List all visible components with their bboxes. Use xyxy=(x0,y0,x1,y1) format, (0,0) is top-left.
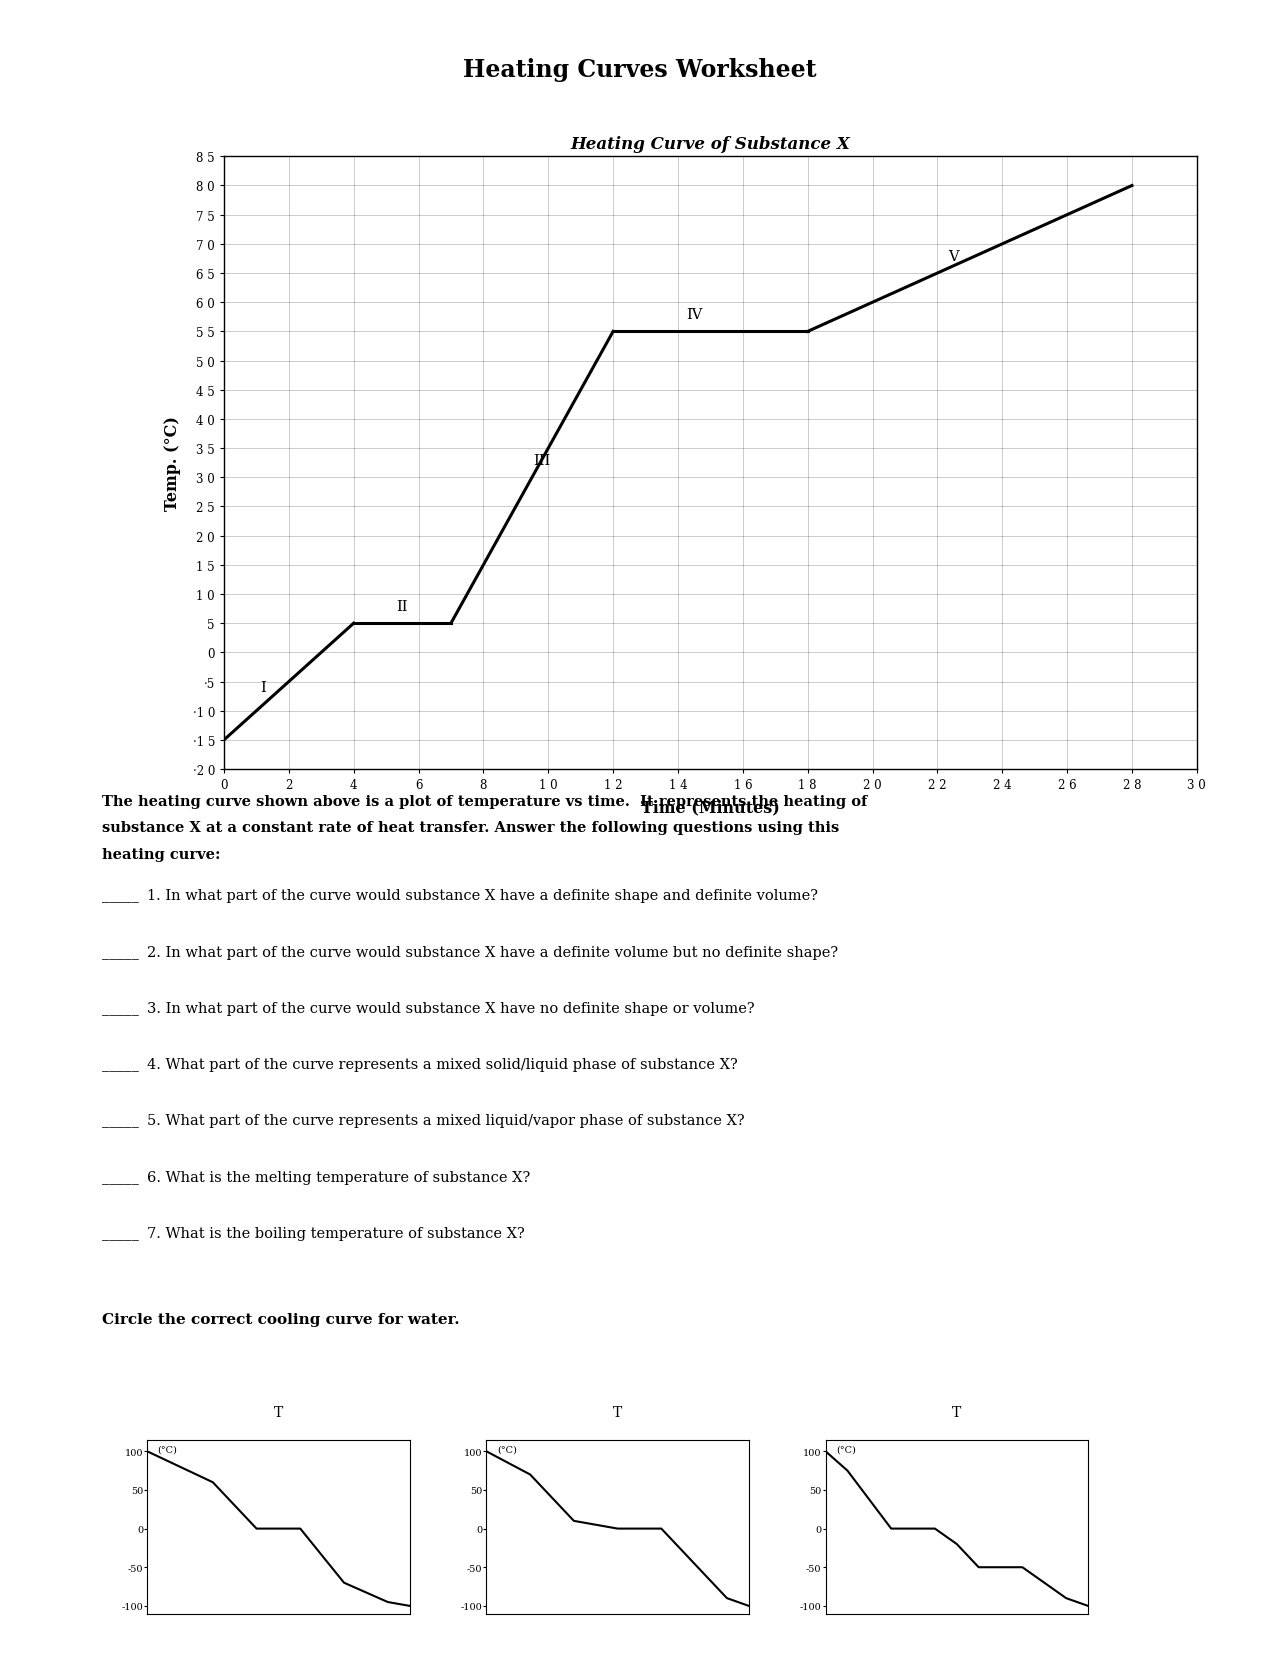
Text: Heating Curves Worksheet: Heating Curves Worksheet xyxy=(463,58,817,81)
Text: II: II xyxy=(397,599,408,614)
Text: (°C): (°C) xyxy=(157,1445,178,1455)
Text: _____: _____ xyxy=(102,1114,140,1127)
Text: _____: _____ xyxy=(102,945,140,958)
Title: Heating Curve of Substance X: Heating Curve of Substance X xyxy=(571,136,850,152)
Text: 6. What is the melting temperature of substance X?: 6. What is the melting temperature of su… xyxy=(147,1170,530,1183)
X-axis label: Time (Minutes): Time (Minutes) xyxy=(641,798,780,816)
Text: T: T xyxy=(613,1405,622,1418)
Text: heating curve:: heating curve: xyxy=(102,847,221,861)
Text: (°C): (°C) xyxy=(836,1445,856,1455)
Text: 5. What part of the curve represents a mixed liquid/vapor phase of substance X?: 5. What part of the curve represents a m… xyxy=(147,1114,745,1127)
Text: 4. What part of the curve represents a mixed solid/liquid phase of substance X?: 4. What part of the curve represents a m… xyxy=(147,1058,739,1071)
Text: 3. In what part of the curve would substance X have no definite shape or volume?: 3. In what part of the curve would subst… xyxy=(147,1001,755,1015)
Text: 1. In what part of the curve would substance X have a definite shape and definit: 1. In what part of the curve would subst… xyxy=(147,889,818,902)
Text: IV: IV xyxy=(686,308,703,321)
Text: substance X at a constant rate of heat transfer. Answer the following questions : substance X at a constant rate of heat t… xyxy=(102,821,840,834)
Text: (°C): (°C) xyxy=(497,1445,517,1455)
Text: Circle the correct cooling curve for water.: Circle the correct cooling curve for wat… xyxy=(102,1312,460,1326)
Text: T: T xyxy=(952,1405,961,1418)
Text: T: T xyxy=(274,1405,283,1418)
Text: _____: _____ xyxy=(102,1058,140,1071)
Text: III: III xyxy=(534,453,550,467)
Text: The heating curve shown above is a plot of temperature vs time.  It represents t: The heating curve shown above is a plot … xyxy=(102,794,868,808)
Text: 2. In what part of the curve would substance X have a definite volume but no def: 2. In what part of the curve would subst… xyxy=(147,945,838,958)
Text: _____: _____ xyxy=(102,1226,140,1240)
Text: 7. What is the boiling temperature of substance X?: 7. What is the boiling temperature of su… xyxy=(147,1226,525,1240)
Text: I: I xyxy=(260,680,266,695)
Text: V: V xyxy=(948,250,959,263)
Y-axis label: Temp. (°C): Temp. (°C) xyxy=(165,415,182,511)
Text: _____: _____ xyxy=(102,1170,140,1183)
Text: _____: _____ xyxy=(102,889,140,902)
Text: _____: _____ xyxy=(102,1001,140,1015)
